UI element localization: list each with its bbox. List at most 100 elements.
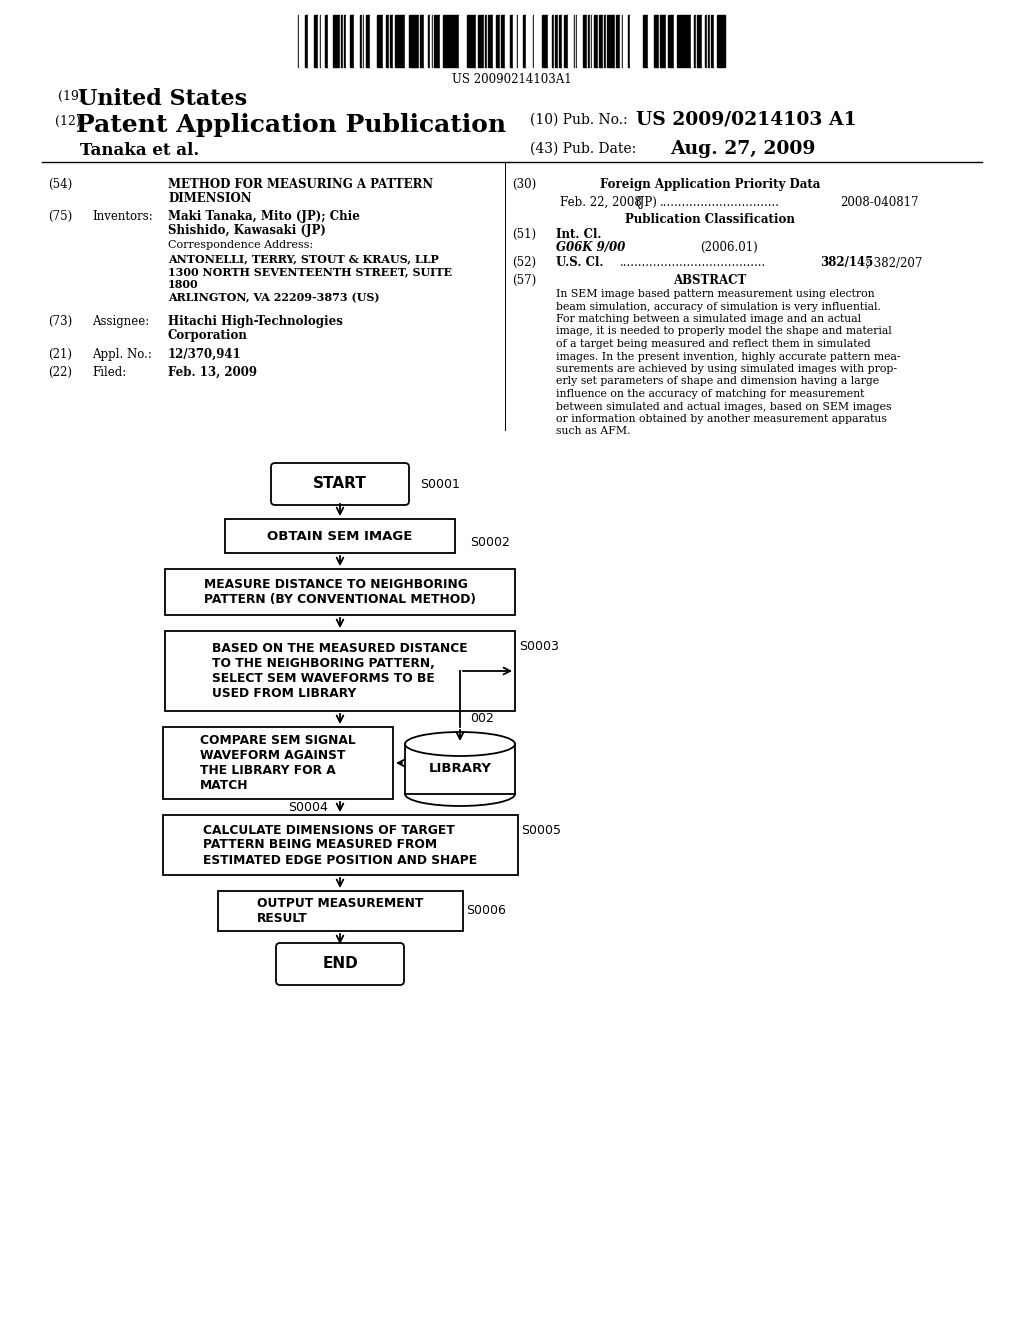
Bar <box>449 15 451 67</box>
Text: MEASURE DISTANCE TO NEIGHBORING
PATTERN (BY CONVENTIONAL METHOD): MEASURE DISTANCE TO NEIGHBORING PATTERN … <box>204 578 476 606</box>
Text: beam simulation, accuracy of simulation is very influential.: beam simulation, accuracy of simulation … <box>556 301 881 312</box>
Bar <box>566 15 568 67</box>
Text: ; 382/207: ; 382/207 <box>866 256 923 269</box>
Text: U.S. Cl.: U.S. Cl. <box>556 256 603 269</box>
Bar <box>428 15 430 67</box>
Text: S0003: S0003 <box>519 640 559 653</box>
Bar <box>600 15 602 67</box>
Bar <box>521 15 523 67</box>
Bar <box>370 15 372 67</box>
Bar <box>350 15 352 67</box>
Text: image, it is needed to properly model the shape and material: image, it is needed to properly model th… <box>556 326 892 337</box>
Text: 2008-040817: 2008-040817 <box>840 195 919 209</box>
Bar <box>691 15 694 67</box>
Text: Shishido, Kawasaki (JP): Shishido, Kawasaki (JP) <box>168 224 326 238</box>
Bar <box>714 15 717 67</box>
Bar <box>338 15 340 67</box>
Bar <box>596 15 598 67</box>
Text: Corporation: Corporation <box>168 329 248 342</box>
Text: For matching between a simulated image and an actual: For matching between a simulated image a… <box>556 314 861 323</box>
Bar <box>393 15 395 67</box>
Bar <box>456 15 459 67</box>
Text: Correspondence Address:: Correspondence Address: <box>168 240 313 249</box>
Bar <box>163 727 393 799</box>
Bar <box>564 15 566 67</box>
Bar <box>702 15 705 67</box>
Text: Int. Cl.: Int. Cl. <box>556 228 601 242</box>
Bar <box>472 15 475 67</box>
Bar <box>436 15 439 67</box>
Text: of a target being measured and reflect them in simulated: of a target being measured and reflect t… <box>556 339 870 348</box>
Text: S0001: S0001 <box>420 478 460 491</box>
Bar <box>360 15 362 67</box>
Bar <box>424 15 427 67</box>
Bar <box>664 15 666 67</box>
Text: (54): (54) <box>48 178 73 191</box>
Bar <box>452 15 454 67</box>
Bar <box>624 15 626 67</box>
Text: Aug. 27, 2009: Aug. 27, 2009 <box>670 140 815 158</box>
Bar <box>668 15 670 67</box>
Bar <box>632 15 635 67</box>
Text: (10) Pub. No.:: (10) Pub. No.: <box>530 114 628 127</box>
Text: ANTONELLI, TERRY, STOUT & KRAUS, LLP: ANTONELLI, TERRY, STOUT & KRAUS, LLP <box>168 253 438 264</box>
Text: 1300 NORTH SEVENTEENTH STREET, SUITE: 1300 NORTH SEVENTEENTH STREET, SUITE <box>168 267 453 277</box>
Bar <box>391 15 393 67</box>
Bar <box>446 15 449 67</box>
Bar <box>529 15 532 67</box>
Text: S0002: S0002 <box>470 536 510 549</box>
Text: Feb. 13, 2009: Feb. 13, 2009 <box>168 366 257 379</box>
Text: erly set parameters of shape and dimension having a large: erly set parameters of shape and dimensi… <box>556 376 880 387</box>
Bar <box>607 15 610 67</box>
Bar <box>416 15 419 67</box>
Bar <box>367 15 370 67</box>
Bar <box>406 15 407 67</box>
Text: 002: 002 <box>470 713 494 726</box>
Text: OUTPUT MEASUREMENT
RESULT: OUTPUT MEASUREMENT RESULT <box>257 898 423 925</box>
Bar <box>302 15 304 67</box>
Bar <box>163 814 517 875</box>
Bar <box>641 15 643 67</box>
Bar <box>585 15 587 67</box>
Bar <box>552 15 554 67</box>
Bar <box>583 15 585 67</box>
Bar <box>335 15 338 67</box>
Text: images. In the present invention, highly accurate pattern mea-: images. In the present invention, highly… <box>556 351 900 362</box>
Bar <box>308 15 311 67</box>
Bar <box>344 15 346 67</box>
Bar <box>165 569 515 615</box>
Text: (43) Pub. Date:: (43) Pub. Date: <box>530 143 636 156</box>
FancyBboxPatch shape <box>271 463 409 506</box>
Text: influence on the accuracy of matching for measurement: influence on the accuracy of matching fo… <box>556 389 864 399</box>
Bar <box>485 15 487 67</box>
Bar <box>594 15 596 67</box>
Bar <box>165 631 515 711</box>
Bar <box>578 15 581 67</box>
Text: G06K 9/00: G06K 9/00 <box>556 242 626 253</box>
Bar <box>460 15 462 67</box>
Bar <box>501 15 503 67</box>
Text: surements are achieved by using simulated images with prop-: surements are achieved by using simulate… <box>556 364 897 374</box>
Bar <box>496 15 499 67</box>
Bar <box>325 15 327 67</box>
Bar <box>323 15 325 67</box>
Bar <box>372 15 374 67</box>
Text: Assignee:: Assignee: <box>92 315 150 327</box>
Text: In SEM image based pattern measurement using electron: In SEM image based pattern measurement u… <box>556 289 874 300</box>
Text: (22): (22) <box>48 366 72 379</box>
Text: START: START <box>313 477 367 491</box>
Text: S0004: S0004 <box>288 801 328 814</box>
Bar <box>628 15 630 67</box>
Text: (21): (21) <box>48 348 72 360</box>
Bar <box>328 15 331 67</box>
Bar <box>493 15 496 67</box>
Bar <box>377 15 380 67</box>
Text: (73): (73) <box>48 315 73 327</box>
Bar <box>479 15 481 67</box>
Text: US 2009/0214103 A1: US 2009/0214103 A1 <box>636 111 857 129</box>
Bar <box>616 15 618 67</box>
Bar <box>225 519 455 553</box>
Bar <box>555 15 558 67</box>
Bar <box>720 15 723 67</box>
Bar <box>305 15 308 67</box>
